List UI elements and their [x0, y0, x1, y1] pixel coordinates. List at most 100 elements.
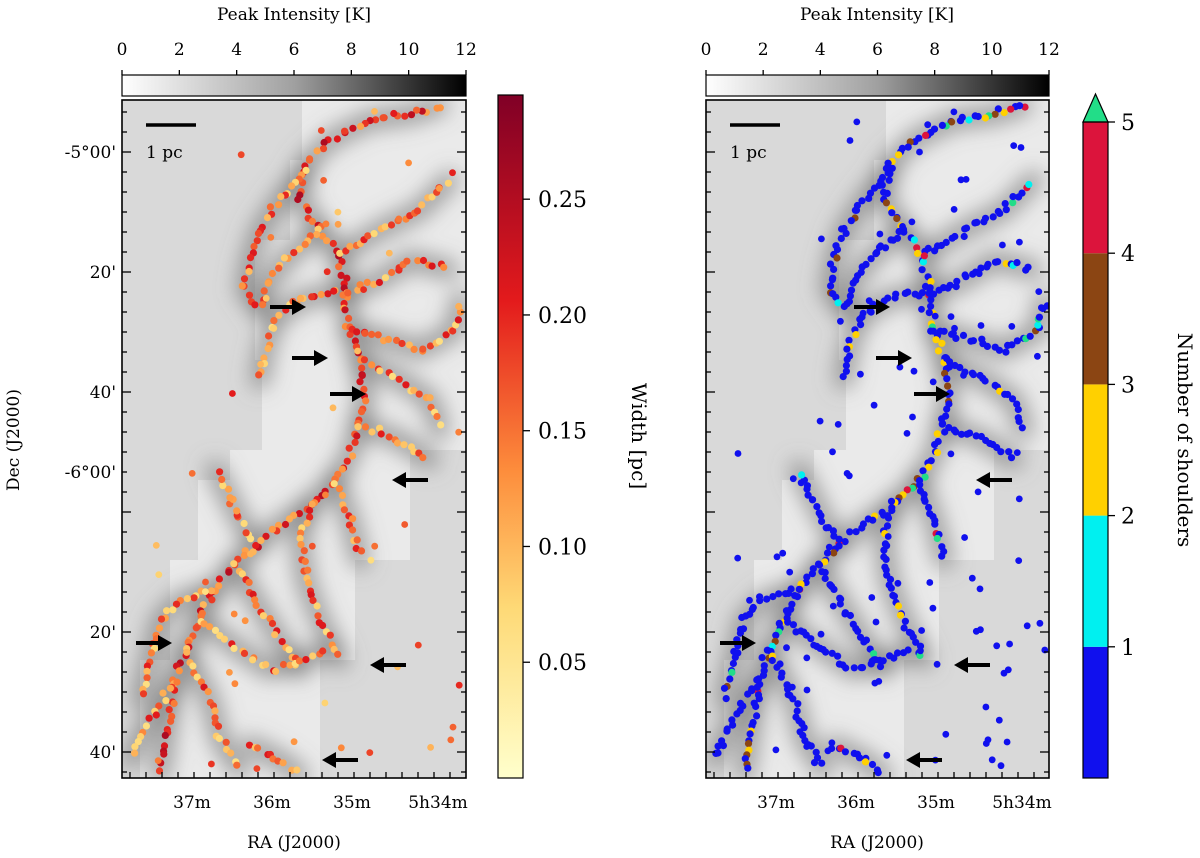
shoulder-point	[895, 227, 903, 236]
width-point	[215, 575, 223, 583]
shoulder-point	[803, 686, 811, 694]
width-point	[419, 454, 427, 462]
width-point	[370, 280, 378, 288]
right-panel: Peak Intensity [K] 0 2 4 6 8 10 12 1 pc RA (J2…	[701, 5, 1197, 853]
width-point	[238, 282, 246, 290]
shoulder-point	[903, 430, 911, 437]
shoulder-point	[969, 337, 978, 345]
shoulder-point	[845, 336, 853, 344]
shoulder-point	[1035, 313, 1043, 321]
width-point	[319, 621, 327, 630]
width-point	[370, 230, 378, 238]
width-point	[226, 494, 234, 502]
shoulder-point	[977, 322, 985, 329]
shoulder-point	[929, 604, 937, 612]
shoulder-point	[768, 656, 776, 665]
width-point	[338, 465, 346, 473]
width-point	[253, 237, 261, 245]
shoulder-point	[857, 370, 864, 378]
width-point	[134, 738, 142, 746]
width-point	[360, 356, 368, 364]
shoulder-point	[836, 600, 844, 608]
left-intensity-colorbar	[121, 74, 467, 97]
shoulder-point	[984, 260, 992, 268]
width-point	[449, 169, 456, 177]
width-point	[304, 206, 312, 214]
width-point	[358, 364, 366, 372]
arrow-head-icon	[370, 657, 384, 673]
shoulder-point	[951, 324, 958, 332]
shoulder-point	[931, 441, 939, 449]
width-point	[238, 570, 246, 578]
width-point	[249, 656, 257, 664]
width-point	[249, 590, 257, 599]
width-point	[245, 267, 253, 276]
width-point	[183, 595, 191, 603]
width-point	[309, 596, 317, 605]
shoulder-point	[938, 420, 946, 428]
shoulder-point	[852, 528, 860, 536]
width-point	[169, 606, 177, 614]
width-point	[290, 249, 298, 257]
shoulder-point	[856, 315, 864, 323]
width-point	[349, 124, 357, 132]
left-topbar-tick-label: 8	[346, 40, 357, 60]
left-scalebar-label: 1 pc	[146, 143, 183, 163]
shoulder-point	[952, 428, 960, 436]
width-point	[302, 656, 310, 664]
shoulder-point	[753, 683, 761, 691]
left-xlabel: RA (J2000)	[247, 833, 341, 853]
shoulder-point	[896, 611, 905, 619]
width-point	[233, 507, 241, 515]
shoulder-point	[991, 110, 999, 118]
right-topbar-tick-label: 2	[758, 40, 769, 60]
shoulder-point	[916, 481, 924, 489]
width-point	[295, 245, 304, 253]
shoulder-point	[830, 532, 838, 540]
shoulder-point	[843, 300, 851, 308]
width-point	[250, 242, 258, 251]
width-point	[426, 394, 434, 402]
width-point	[214, 722, 223, 730]
width-point	[433, 104, 441, 112]
width-point	[155, 702, 163, 710]
shoulder-point	[953, 277, 961, 285]
width-point	[208, 760, 215, 768]
width-point	[285, 515, 293, 523]
y-tick-label: 20'	[90, 263, 116, 283]
shoulder-point	[971, 112, 979, 120]
shoulder-point	[822, 524, 830, 532]
shoulder-point	[834, 421, 842, 428]
left-map-frame	[121, 99, 467, 779]
width-point	[308, 542, 316, 550]
width-point	[242, 529, 250, 537]
width-tick-label: 0.15	[538, 420, 587, 445]
width-point	[159, 689, 167, 697]
width-tick-label: 0.20	[538, 304, 587, 329]
width-point	[377, 430, 385, 438]
shoulder-point	[962, 176, 970, 183]
shoulder-point	[960, 232, 968, 241]
shoulder-point	[858, 524, 866, 532]
width-point	[313, 602, 321, 610]
shoulder-point	[818, 235, 825, 243]
shoulder-point	[877, 242, 884, 250]
width-point	[167, 717, 175, 725]
width-point	[358, 371, 366, 380]
width-point	[275, 264, 283, 272]
shoulder-point	[1013, 259, 1021, 267]
shoulder-point	[968, 574, 976, 582]
width-point	[342, 247, 350, 255]
width-point	[237, 151, 245, 159]
shoulder-point	[755, 695, 763, 703]
shoulder-point	[1002, 348, 1010, 356]
width-point	[344, 289, 352, 297]
shoulder-point	[883, 522, 892, 530]
width-point	[193, 673, 201, 681]
shoulder-point	[815, 509, 823, 517]
shoulder-point	[938, 121, 947, 129]
shoulder-point	[921, 497, 929, 505]
shoulder-point	[865, 297, 873, 305]
width-point	[360, 286, 367, 293]
width-point	[251, 301, 259, 309]
